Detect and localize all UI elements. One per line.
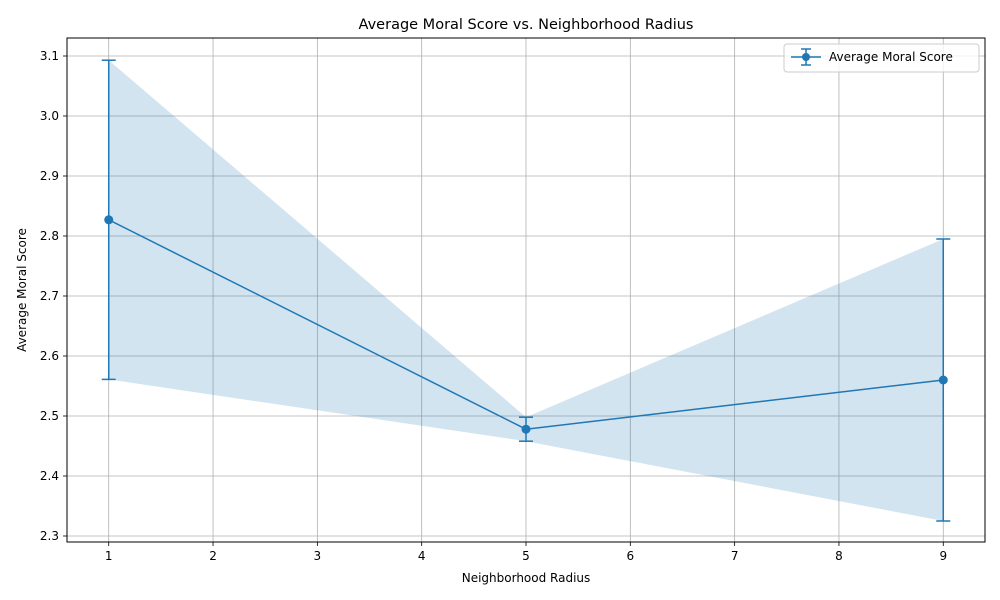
data-point	[938, 375, 948, 385]
y-tick-label: 3.0	[40, 109, 59, 123]
legend: Average Moral Score	[783, 43, 980, 73]
y-tick-label: 2.7	[40, 289, 59, 303]
error-band	[108, 60, 944, 521]
x-tick-label: 8	[835, 549, 843, 563]
x-tick-label: 5	[522, 549, 530, 563]
legend-frame	[783, 43, 980, 73]
y-tick-label: 2.8	[40, 229, 59, 243]
y-tick-label: 2.3	[40, 529, 59, 543]
y-tick-label: 2.5	[40, 409, 59, 423]
grid-lines	[67, 38, 985, 542]
data-point	[104, 215, 114, 225]
chart-title: Average Moral Score vs. Neighborhood Rad…	[359, 17, 694, 33]
y-tick-label: 2.4	[40, 469, 59, 483]
y-axis-ticks: 2.3 2.4 2.5 2.6 2.7 2.8 2.9 3.0 3.1	[40, 49, 67, 543]
confidence-band	[108, 60, 944, 521]
x-tick-label: 3	[314, 549, 322, 563]
data-markers	[104, 215, 948, 434]
x-axis-title: Neighborhood Radius	[462, 571, 591, 585]
legend-label: Average Moral Score	[829, 50, 953, 64]
x-axis-ticks: 1 2 3 4 5 6 7 8 9	[105, 542, 947, 563]
x-tick-label: 6	[626, 549, 634, 563]
x-tick-label: 4	[418, 549, 426, 563]
x-tick-label: 1	[105, 549, 113, 563]
y-tick-label: 2.9	[40, 169, 59, 183]
legend-marker-swatch	[802, 53, 810, 61]
x-tick-label: 2	[209, 549, 217, 563]
y-axis-title: Average Moral Score	[15, 228, 29, 352]
y-tick-label: 3.1	[40, 49, 59, 63]
data-point	[521, 424, 531, 434]
x-tick-label: 9	[939, 549, 947, 563]
x-tick-label: 7	[731, 549, 739, 563]
y-tick-label: 2.6	[40, 349, 59, 363]
